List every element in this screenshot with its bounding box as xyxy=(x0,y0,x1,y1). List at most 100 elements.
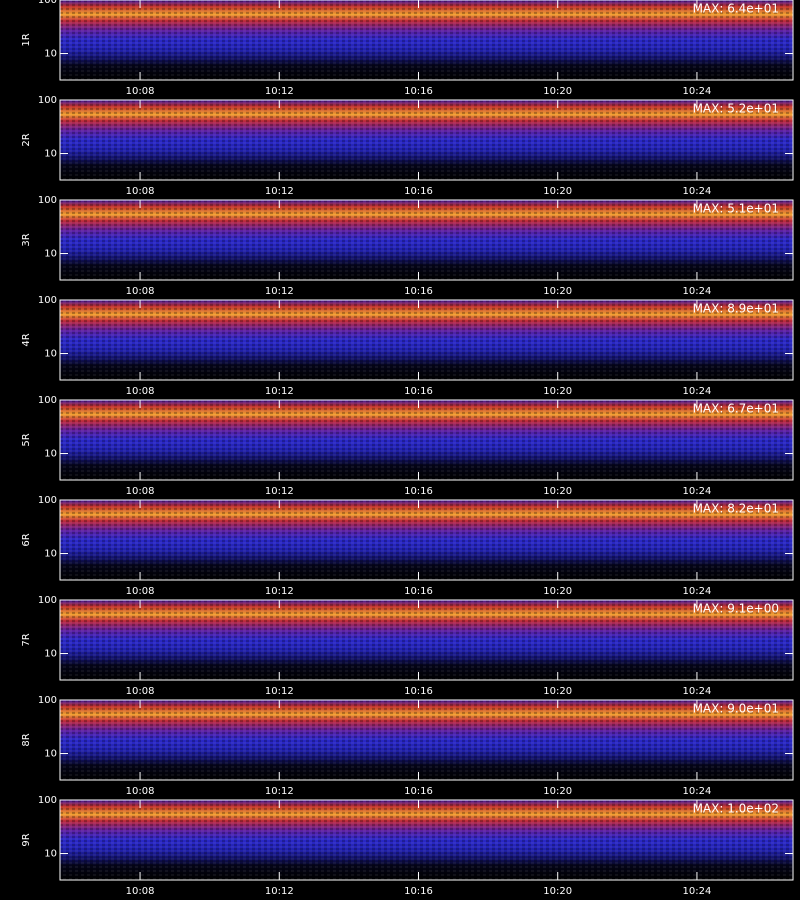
x-tick-label: 10:12 xyxy=(265,286,294,297)
x-tick-label: 10:08 xyxy=(126,586,155,597)
y-tick-label: 10 xyxy=(44,549,57,560)
plot-frame xyxy=(59,399,794,481)
plot-frame xyxy=(59,599,794,681)
max-annotation: MAX: 8.2e+01 xyxy=(693,502,779,516)
spectrogram-texture xyxy=(60,800,793,880)
max-annotation: MAX: 6.7e+01 xyxy=(693,402,779,416)
x-tick-label: 10:20 xyxy=(543,386,572,397)
max-annotation: MAX: 5.1e+01 xyxy=(693,202,779,216)
max-annotation: MAX: 8.9e+01 xyxy=(693,302,779,316)
x-tick-label: 10:16 xyxy=(404,386,433,397)
y-axis-label: 8R xyxy=(21,733,32,746)
x-tick-label: 10:24 xyxy=(683,386,712,397)
spectrogram-texture xyxy=(60,700,793,780)
y-axis-label: 2R xyxy=(21,133,32,146)
spectrogram-texture xyxy=(60,200,793,280)
x-tick-label: 10:16 xyxy=(404,486,433,497)
x-tick-label: 10:16 xyxy=(404,286,433,297)
plot-frame xyxy=(59,299,794,381)
x-tick-label: 10:24 xyxy=(683,686,712,697)
x-tick-label: 10:08 xyxy=(126,886,155,897)
y-tick-label: 10 xyxy=(44,849,57,860)
x-tick-label: 10:20 xyxy=(543,686,572,697)
x-tick-label: 10:16 xyxy=(404,886,433,897)
y-tick-label: 100 xyxy=(38,595,57,606)
spectrogram-texture xyxy=(60,0,793,80)
x-tick-label: 10:16 xyxy=(404,186,433,197)
y-tick-label: 100 xyxy=(38,695,57,706)
y-tick-label: 100 xyxy=(38,795,57,806)
max-annotation: MAX: 9.0e+01 xyxy=(693,702,779,716)
x-tick-label: 10:08 xyxy=(126,386,155,397)
y-axis-label: 5R xyxy=(21,433,32,446)
plot-frame xyxy=(59,99,794,181)
y-tick-label: 10 xyxy=(44,649,57,660)
x-tick-label: 10:12 xyxy=(265,786,294,797)
x-tick-label: 10:12 xyxy=(265,486,294,497)
y-tick-label: 100 xyxy=(38,395,57,406)
x-tick-label: 10:12 xyxy=(265,186,294,197)
max-annotation: MAX: 1.0e+02 xyxy=(693,802,779,816)
y-axis-label: 7R xyxy=(21,633,32,646)
x-tick-label: 10:12 xyxy=(265,386,294,397)
y-tick-label: 10 xyxy=(44,449,57,460)
x-tick-label: 10:20 xyxy=(543,286,572,297)
x-tick-label: 10:20 xyxy=(543,586,572,597)
spectrogram-texture xyxy=(60,500,793,580)
y-axis-label: 3R xyxy=(21,233,32,246)
max-annotation: MAX: 9.1e+00 xyxy=(693,602,779,616)
plot-frame xyxy=(59,499,794,581)
x-tick-label: 10:24 xyxy=(683,86,712,97)
spectrogram-texture xyxy=(60,600,793,680)
y-axis-label: 9R xyxy=(21,833,32,846)
y-tick-label: 100 xyxy=(38,195,57,206)
x-tick-label: 10:08 xyxy=(126,686,155,697)
plot-frame xyxy=(59,799,794,881)
plot-frame xyxy=(59,699,794,781)
x-tick-label: 10:12 xyxy=(265,86,294,97)
x-tick-label: 10:08 xyxy=(126,186,155,197)
x-tick-label: 10:20 xyxy=(543,786,572,797)
x-tick-label: 10:24 xyxy=(683,886,712,897)
x-tick-label: 10:24 xyxy=(683,786,712,797)
spectrogram-texture xyxy=(60,100,793,180)
y-tick-label: 100 xyxy=(38,295,57,306)
x-tick-label: 10:16 xyxy=(404,686,433,697)
x-tick-label: 10:08 xyxy=(126,86,155,97)
y-tick-label: 10 xyxy=(44,249,57,260)
y-axis-label: 4R xyxy=(21,333,32,346)
x-tick-label: 10:16 xyxy=(404,786,433,797)
x-tick-label: 10:20 xyxy=(543,886,572,897)
x-tick-label: 10:16 xyxy=(404,86,433,97)
y-axis-label: 6R xyxy=(21,533,32,546)
x-tick-label: 10:08 xyxy=(126,286,155,297)
spectrogram-texture xyxy=(60,300,793,380)
plot-frame xyxy=(59,199,794,281)
x-tick-label: 10:20 xyxy=(543,86,572,97)
y-tick-label: 100 xyxy=(38,495,57,506)
y-tick-label: 10 xyxy=(44,749,57,760)
max-annotation: MAX: 5.2e+01 xyxy=(693,102,779,116)
x-tick-label: 10:20 xyxy=(543,486,572,497)
spectrogram-texture xyxy=(60,400,793,480)
x-tick-label: 10:12 xyxy=(265,586,294,597)
x-tick-label: 10:08 xyxy=(126,786,155,797)
x-tick-label: 10:16 xyxy=(404,586,433,597)
x-tick-label: 10:12 xyxy=(265,686,294,697)
x-tick-label: 10:24 xyxy=(683,486,712,497)
x-tick-label: 10:12 xyxy=(265,886,294,897)
x-tick-label: 10:20 xyxy=(543,186,572,197)
y-tick-label: 10 xyxy=(44,349,57,360)
max-annotation: MAX: 6.4e+01 xyxy=(693,2,779,16)
x-tick-label: 10:24 xyxy=(683,586,712,597)
plot-frame xyxy=(59,0,794,81)
x-tick-label: 10:24 xyxy=(683,286,712,297)
y-tick-label: 10 xyxy=(44,149,57,160)
x-tick-label: 10:08 xyxy=(126,486,155,497)
y-axis-label: 1R xyxy=(21,33,32,46)
y-tick-label: 10 xyxy=(44,49,57,60)
y-tick-label: 100 xyxy=(38,0,57,6)
x-tick-label: 10:24 xyxy=(683,186,712,197)
y-tick-label: 100 xyxy=(38,95,57,106)
